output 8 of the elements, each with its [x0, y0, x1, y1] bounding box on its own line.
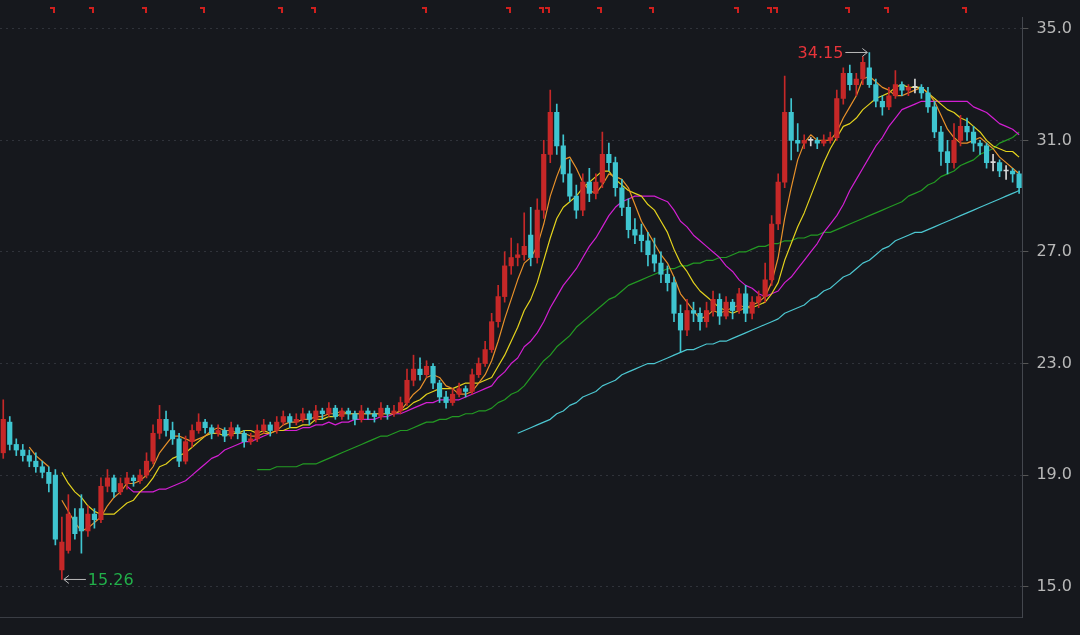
y-tick-label: 19.0 [1036, 464, 1072, 484]
y-tick-label: 27.0 [1036, 241, 1072, 261]
y-tick-label: 15.0 [1036, 575, 1072, 595]
annotation: 15.26 [87, 569, 134, 589]
y-tick-label: 35.0 [1036, 17, 1072, 37]
annotation: 34.15 [797, 42, 844, 62]
y-tick-label: 31.0 [1036, 129, 1072, 149]
y-tick-label: 23.0 [1036, 352, 1072, 372]
